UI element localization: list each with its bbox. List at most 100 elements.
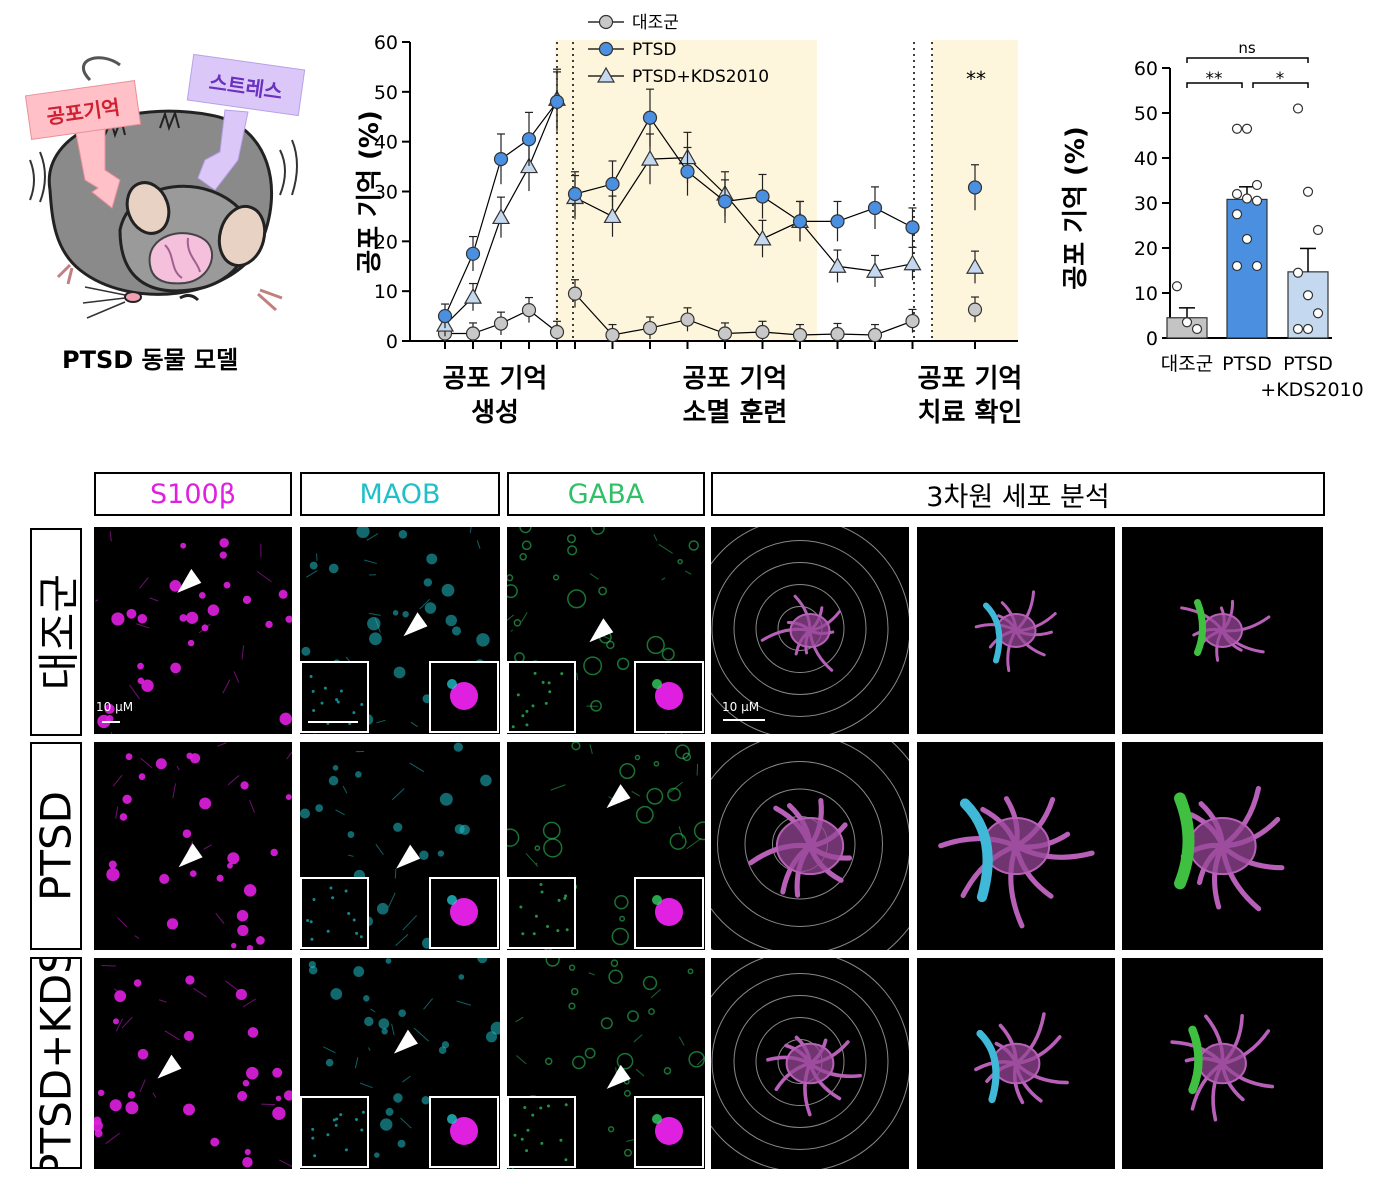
micro-panel-3d3 [1122,742,1323,950]
timeline-ylabel: 공포 기억 (%) [355,110,385,274]
data-point [717,194,733,209]
stain-dot [606,640,615,650]
stain-dot [514,652,525,663]
scalebar-label-s100b: 10 μM [96,700,134,714]
stain-fiber [193,987,207,998]
stain-fiber [364,559,377,565]
stain-dot [545,958,560,967]
stain-fiber [678,826,684,839]
ptsd-mouse-illustration: 공포기억 스트레스 [24,53,306,319]
legend-label: 대조군 [632,13,679,33]
stain-dot [552,574,560,581]
data-point [642,320,658,336]
y-tick-label: 60 [1134,58,1158,80]
stain-fiber [368,612,381,616]
data-point [905,220,920,235]
y-tick-label: 20 [374,231,398,253]
sholl-ring [733,995,867,1128]
sholl-ring [755,1017,845,1106]
phase-test: 공포 기억 치료 확인 [917,364,1023,428]
inset-dot [548,690,552,694]
series-line [574,116,913,228]
stain-dot [385,958,392,964]
data-point [967,302,983,317]
cell-body [1202,613,1243,648]
stain-dot [607,1126,615,1133]
dot-point [1231,209,1243,220]
inset-dot [525,709,529,713]
data-point [465,326,481,341]
stain-dot [490,1021,500,1035]
micro-panel-maob [300,527,500,734]
bar-cat-kds-line2: +KDS2010 [1260,379,1363,401]
arrowhead-icon [606,1064,631,1089]
sig-ns: ns [1238,39,1256,57]
stain-dot [566,534,577,544]
stain-fiber [256,570,272,583]
stain-fiber [112,774,123,787]
stain-fiber [222,679,231,694]
stain-dot [485,1031,498,1043]
stain-dot [223,581,231,589]
stain-dot [216,874,224,882]
inset-left [300,1096,369,1168]
stain-dot [635,805,654,824]
inset-cell [655,1117,683,1145]
dot-point [1292,267,1304,278]
series-line [574,157,913,272]
stain-dot [198,592,206,599]
stain-fiber [149,597,159,602]
stain-dot [568,1002,576,1010]
arrowhead-icon [606,784,631,809]
dot-point [1292,103,1304,114]
dot-point [1251,195,1263,206]
stain-fiber [669,781,683,794]
stain-fiber [172,783,177,799]
inset-dot [311,1136,315,1140]
col-header-3d: 3차원 세포 분석 [711,472,1325,516]
micro-panel-3d3 [1122,527,1323,734]
stain-dot [477,958,488,964]
maob-surface [983,602,1003,664]
inset-dot [564,1103,568,1107]
stain-dot [381,1028,388,1035]
cell-body [1188,816,1257,876]
stain-fiber [376,719,386,724]
data-point [753,229,772,246]
stain-dot [242,1079,250,1087]
stain-fiber [387,892,396,908]
inset-dot [557,898,561,902]
data-point [792,214,808,229]
inset-dot [540,1141,544,1145]
dot-point [1241,123,1253,134]
inset-left [300,661,369,733]
stain-fiber [203,844,212,850]
stain-fiber [476,540,481,549]
inset-dot [564,894,568,898]
arrowhead-icon [157,1054,182,1079]
inset-dot [320,701,324,705]
stain-fiber [121,1016,133,1029]
stain-dot [247,1027,259,1038]
stain-fiber [136,623,150,629]
stain-fiber [242,998,256,1008]
dot-point [1231,188,1243,200]
stain-dot [513,618,522,627]
data-point [605,176,620,192]
stain-dot [611,927,629,946]
data-point [465,246,481,261]
stain-dot [648,1008,655,1016]
legend-marker [596,66,616,83]
stain-dot [437,850,445,857]
stain-dot [219,551,227,559]
inset-dot [513,1133,517,1137]
cell-body [785,1042,835,1085]
cell-body [981,816,1051,876]
stain-dot [598,586,608,596]
dot-point [1241,233,1253,245]
stain-dot [421,1096,430,1105]
gaba-surface [1174,792,1195,890]
legend-marker [598,41,614,57]
stain-fiber [650,988,661,999]
inset-dot [533,671,537,675]
